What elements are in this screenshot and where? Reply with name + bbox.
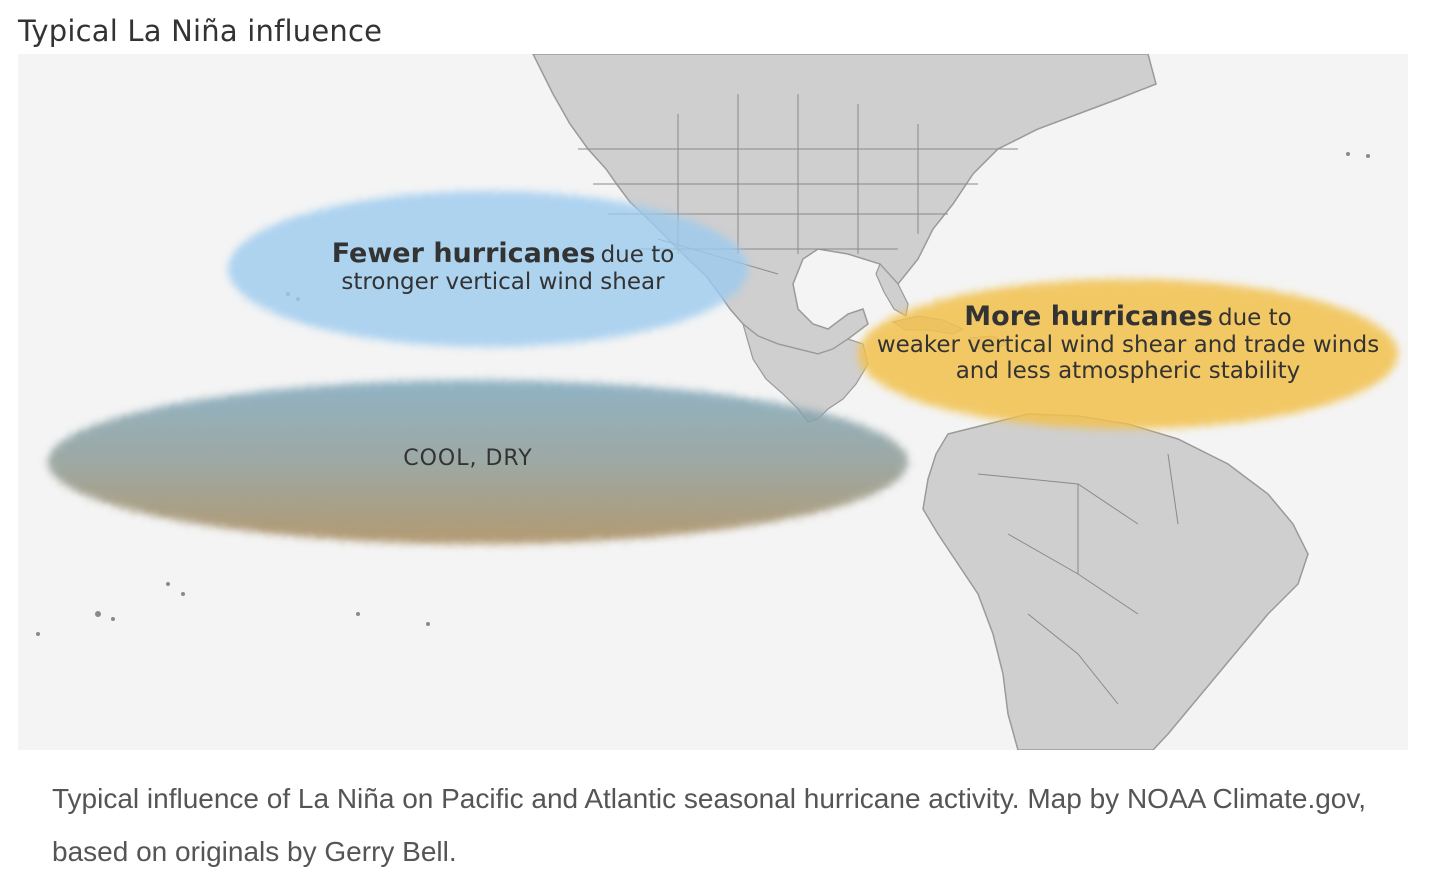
pacific-detail: stronger vertical wind shear (341, 269, 665, 295)
atlantic-detail-line1: weaker vertical wind shear and trade win… (876, 332, 1380, 358)
pacific-headline-suffix: due to (600, 242, 675, 268)
central-america (741, 322, 869, 423)
atlantic-hurricane-label: More hurricanes due to weaker vertical w… (858, 301, 1398, 384)
pacific-headline: Fewer hurricanes (331, 238, 596, 269)
figure-title: Typical La Niña influence (18, 14, 383, 48)
cool-dry-label: COOL, DRY (403, 446, 533, 471)
figure-caption: Typical influence of La Niña on Pacific … (52, 783, 1367, 867)
pacific-hurricane-region (228, 191, 748, 347)
map-graphic (36, 54, 1398, 750)
south-america-landmass (922, 413, 1309, 750)
map: Fewer hurricanes due to stronger vertica… (18, 54, 1408, 750)
atlantic-detail-line2: and less atmospheric stability (955, 358, 1301, 384)
pacific-hurricane-label: Fewer hurricanes due to stronger vertica… (258, 238, 748, 295)
atlantic-hurricane-region (858, 279, 1398, 429)
florida (875, 262, 909, 317)
atlantic-headline: More hurricanes (964, 301, 1213, 332)
equatorial-cool-dry-region (48, 380, 908, 544)
atlantic-headline-suffix: due to (1217, 305, 1292, 331)
